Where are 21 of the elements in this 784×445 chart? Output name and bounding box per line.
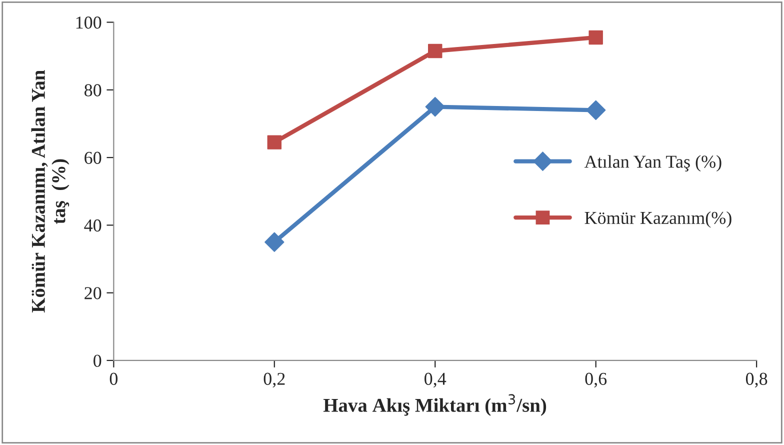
point bbox=[264, 232, 284, 252]
point bbox=[588, 30, 603, 45]
x-tick-label: 0 bbox=[110, 372, 118, 385]
x-tick-label: 0,6 bbox=[585, 372, 607, 388]
y-tick-label: 40 bbox=[84, 219, 102, 232]
y-tick-label: 100 bbox=[76, 16, 102, 29]
point bbox=[428, 44, 442, 58]
point bbox=[425, 96, 445, 117]
x-axis-title: Hava Akış Miktarı (m$^{3}$/sn) bbox=[323, 394, 546, 416]
y-tick-label: 20 bbox=[84, 287, 102, 300]
x-tick-label: 0,2 bbox=[264, 372, 285, 388]
y-tick-label: 80 bbox=[84, 84, 102, 96]
point bbox=[267, 135, 282, 150]
y-tick-label: 0 bbox=[94, 354, 102, 367]
y-tick-label: 60 bbox=[84, 152, 102, 164]
x-tick-label: 0,8 bbox=[746, 372, 768, 388]
legend-label: Kömür Kazanım(%) bbox=[584, 211, 732, 228]
point bbox=[586, 100, 606, 120]
y-axis-title: Kömür Kazanımı, Atılan Yan taş (%) bbox=[31, 70, 70, 313]
x-tick-label: 0,4 bbox=[424, 372, 446, 388]
legend-label: Atılan Yan Taş (%) bbox=[584, 155, 722, 172]
